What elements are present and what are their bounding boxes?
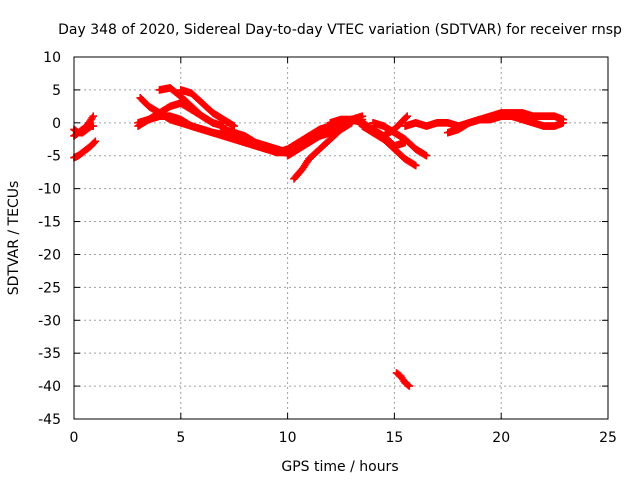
y-tick-label: -40 xyxy=(38,379,61,395)
tick-layer: 0 5 10 15 20 25 10 5 0 -5 -10 -15 -20 -25 -30 -35 -40 -45 xyxy=(38,50,617,446)
y-tick-label: 0 xyxy=(52,116,61,132)
data-point xyxy=(358,112,367,121)
series-s12 xyxy=(283,112,367,160)
data-point xyxy=(90,138,99,147)
y-tick-label: -15 xyxy=(38,215,61,231)
data-point xyxy=(411,161,420,170)
series-s3 xyxy=(70,137,100,162)
y-tick-label: 5 xyxy=(52,83,61,99)
series-s6 xyxy=(177,86,238,130)
data-point xyxy=(559,119,567,127)
data-point xyxy=(404,381,413,390)
y-tick-label: 10 xyxy=(43,50,61,66)
x-tick-label: 10 xyxy=(279,430,297,446)
x-axis-title: GPS time / hours xyxy=(281,459,398,475)
data-layer xyxy=(70,84,567,390)
x-tick-label: 25 xyxy=(599,430,617,446)
y-tick-label: -5 xyxy=(47,149,61,165)
series-s15 xyxy=(369,119,431,160)
x-tick-label: 0 xyxy=(70,430,79,446)
data-point xyxy=(91,137,100,146)
data-point xyxy=(209,119,217,127)
data-point xyxy=(230,122,238,130)
data-point xyxy=(89,122,98,130)
data-point xyxy=(422,151,431,160)
x-tick-label: 5 xyxy=(176,430,185,446)
grid-layer xyxy=(74,57,608,419)
chart-title: Day 348 of 2020, Sidereal Day-to-day VTE… xyxy=(58,22,622,38)
y-axis-title: SDTVAR / TECUs xyxy=(6,181,22,296)
series-s2 xyxy=(70,112,98,140)
x-tick-label: 20 xyxy=(492,430,510,446)
series-s19 xyxy=(392,369,414,390)
x-tick-label: 15 xyxy=(385,430,403,446)
y-tick-label: -45 xyxy=(38,412,61,428)
plot-frame xyxy=(73,56,609,420)
y-tick-label: -20 xyxy=(38,247,61,263)
data-point xyxy=(405,382,414,390)
data-point xyxy=(402,113,410,122)
y-tick-label: -25 xyxy=(38,280,61,296)
data-point xyxy=(403,112,412,121)
series-s16 xyxy=(379,112,412,140)
y-tick-label: -35 xyxy=(38,346,61,362)
series-s18 xyxy=(444,112,567,137)
data-point xyxy=(89,112,98,121)
y-tick-label: -30 xyxy=(38,313,61,329)
y-tick-label: -10 xyxy=(38,182,61,198)
